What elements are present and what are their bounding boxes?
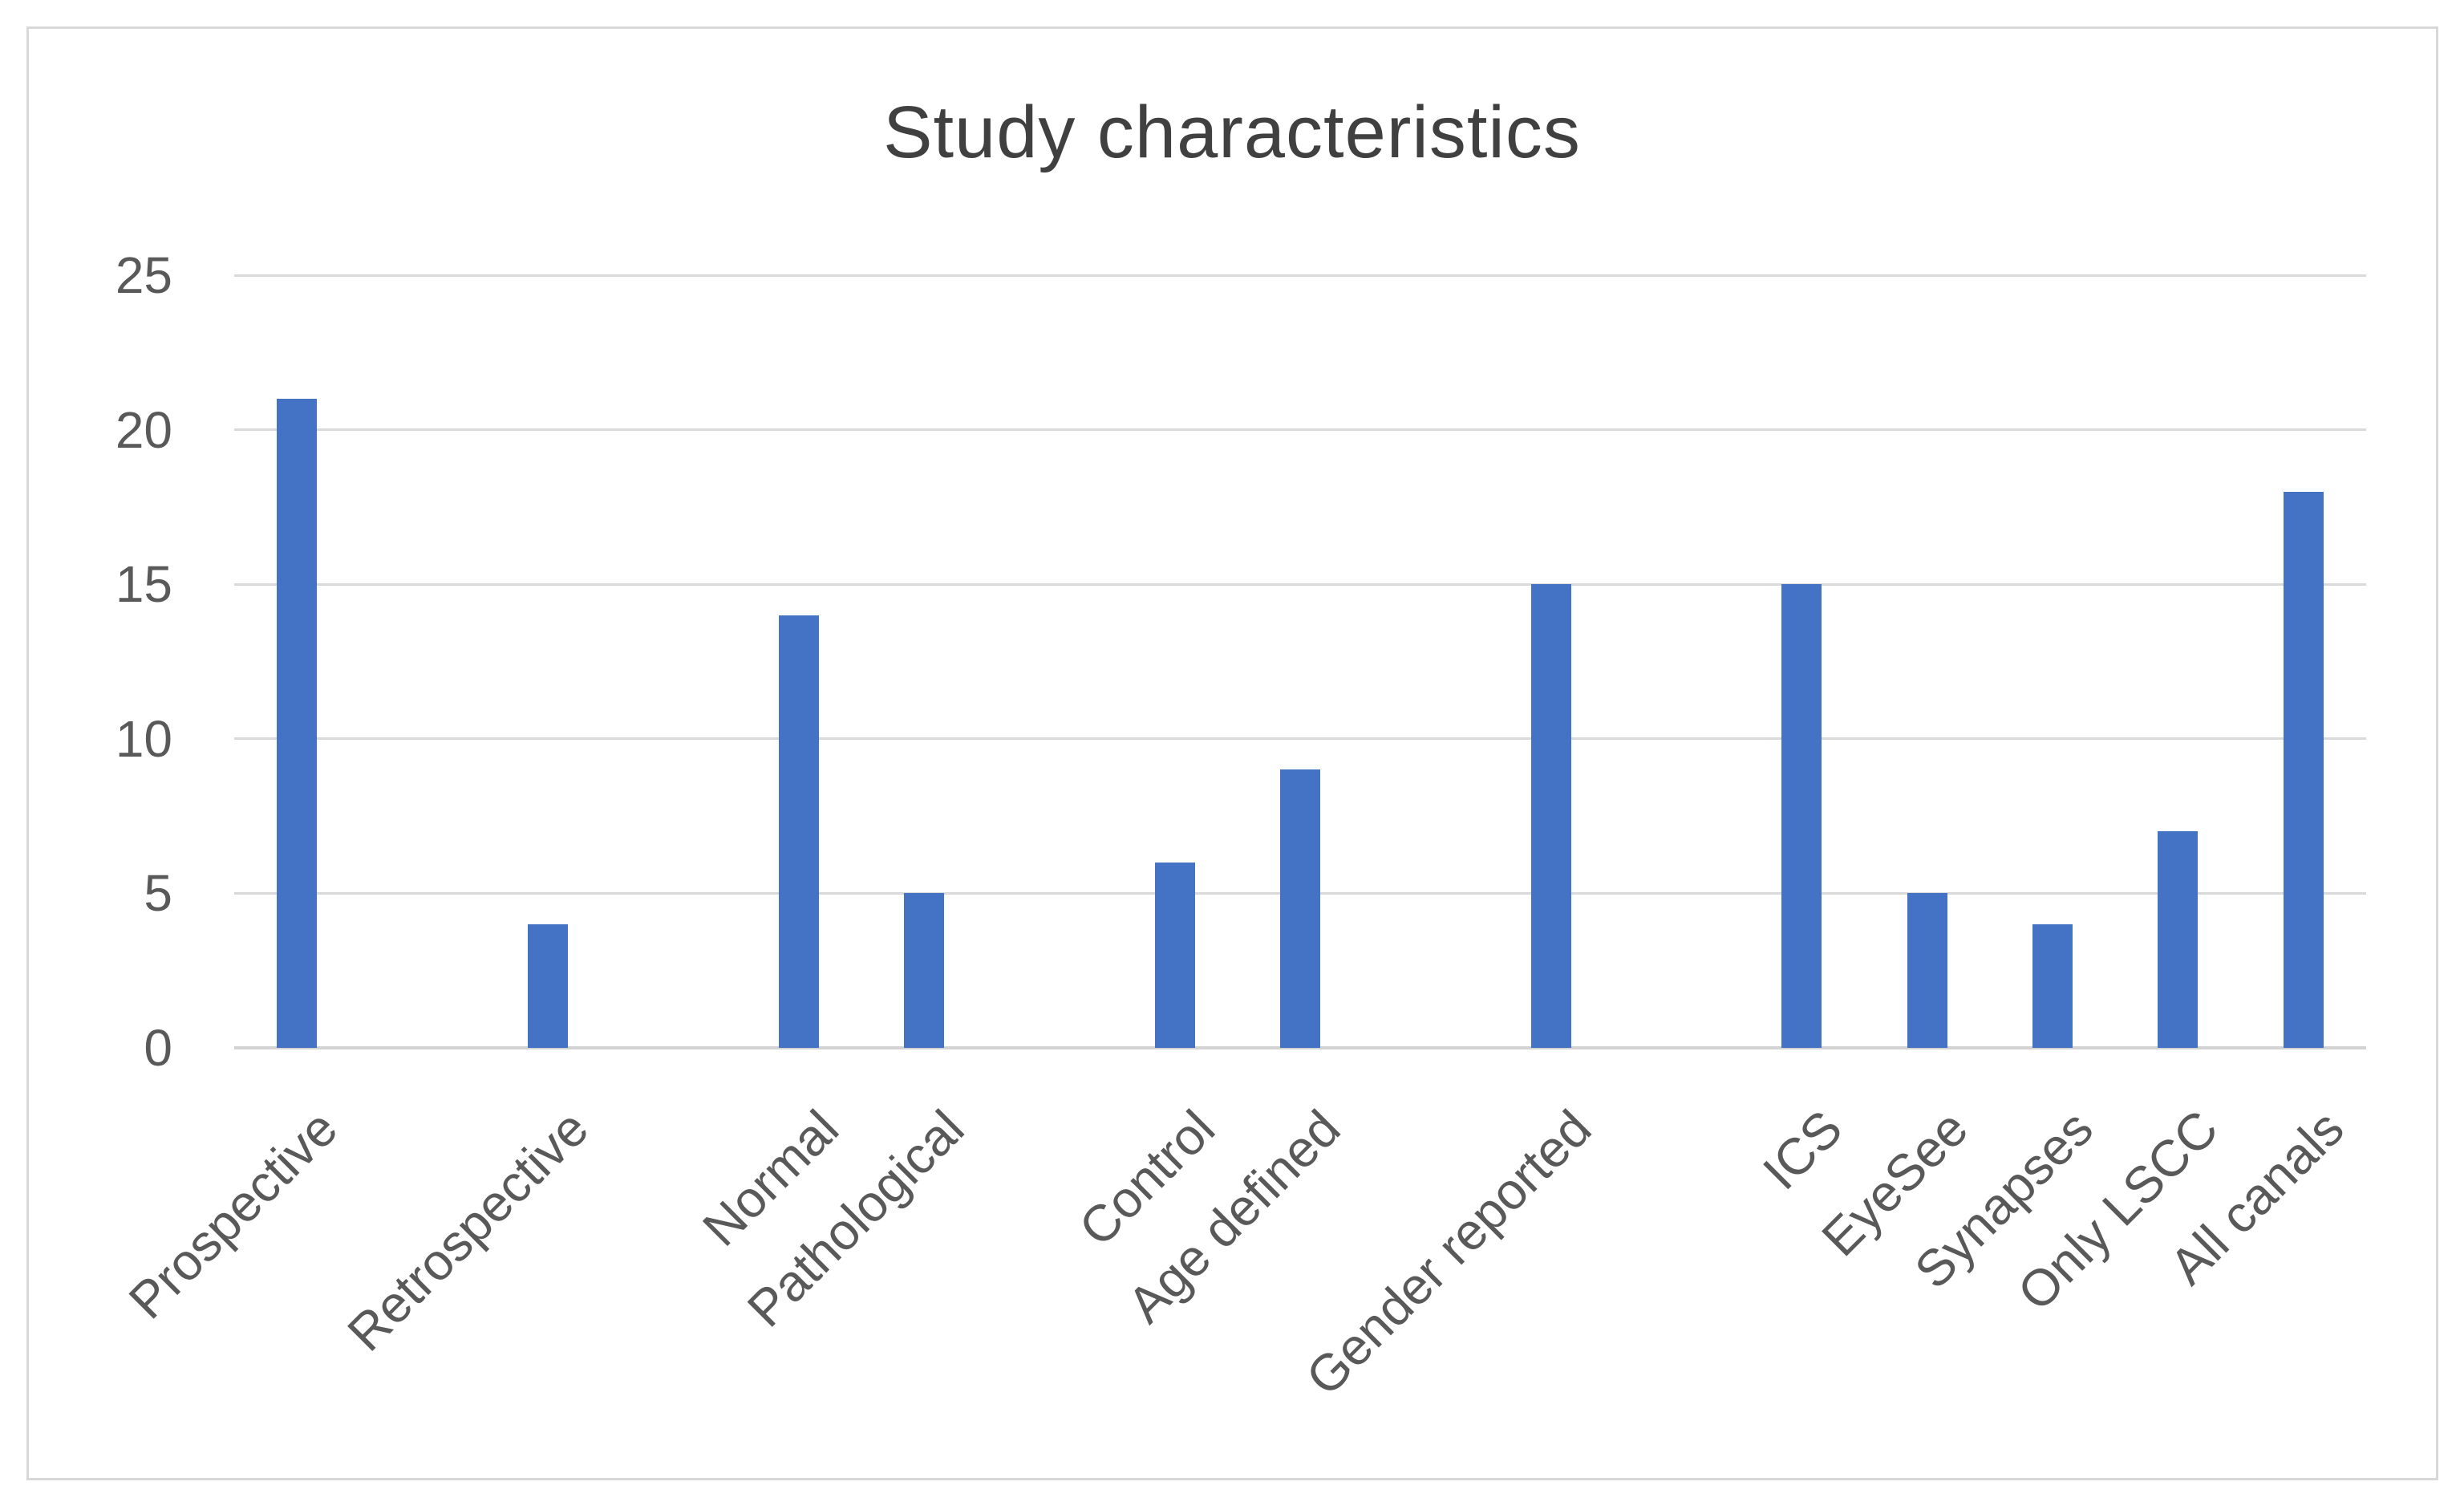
bar bbox=[1530, 584, 1571, 1048]
bar bbox=[277, 399, 318, 1048]
bar bbox=[1154, 862, 1195, 1048]
bar bbox=[2032, 923, 2073, 1048]
bar bbox=[778, 615, 819, 1048]
x-axis-line bbox=[234, 1046, 2366, 1049]
gridline bbox=[234, 428, 2366, 432]
gridline bbox=[234, 583, 2366, 586]
chart-title: Study characteristics bbox=[883, 91, 1581, 173]
plot-area bbox=[234, 274, 2366, 1049]
bar bbox=[1781, 584, 1822, 1048]
bar bbox=[1280, 769, 1320, 1048]
gridline bbox=[234, 274, 2366, 277]
bar bbox=[1907, 893, 1947, 1048]
bar bbox=[2283, 491, 2324, 1048]
bar bbox=[2158, 831, 2199, 1048]
gridline bbox=[234, 737, 2366, 741]
bar bbox=[903, 893, 944, 1048]
bar bbox=[527, 923, 568, 1048]
chart-border bbox=[26, 26, 2438, 1480]
